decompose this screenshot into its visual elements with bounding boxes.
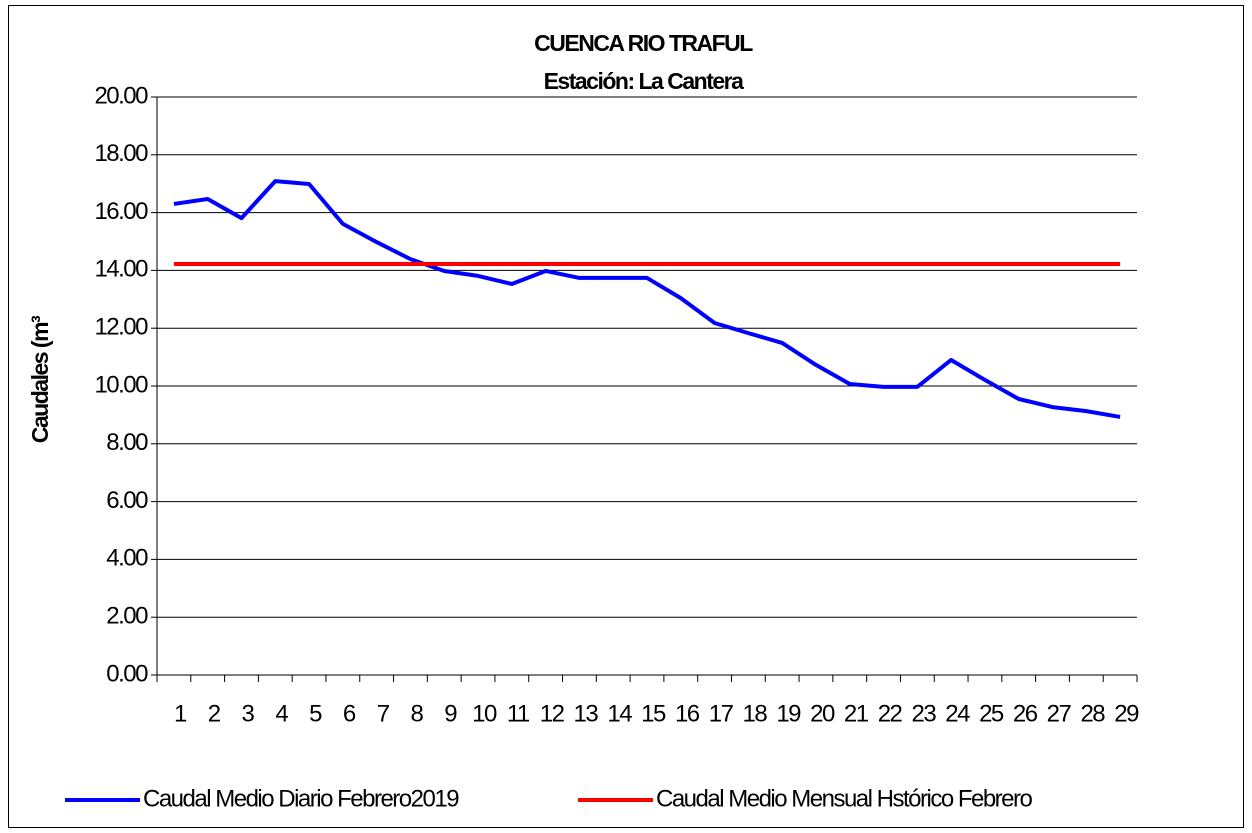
x-tick-label: 13 [574,700,599,727]
y-tick-label: 14.00 [94,256,148,283]
x-tick-label: 27 [1047,700,1072,727]
y-tick-label: 12.00 [94,314,148,341]
x-tick-label: 3 [242,700,255,727]
x-tick-label: 23 [911,700,936,727]
x-tick-label: 20 [810,700,835,727]
x-tick-label: 17 [709,700,734,727]
legend-label: Caudal Medio Mensual Hstórico Febrero [656,785,1033,812]
x-tick-label: 4 [275,700,288,727]
x-tick-label: 16 [675,700,700,727]
x-tick-label: 26 [1013,700,1038,727]
x-tick-label: 19 [776,700,801,727]
chart-title: CUENCA RIO TRAFUL [534,30,753,56]
x-tick-label: 14 [607,700,632,727]
x-tick-label: 10 [472,700,497,727]
y-tick-label: 2.00 [106,603,148,630]
x-tick-label: 24 [945,700,970,727]
y-tick-label: 4.00 [106,545,148,572]
y-tick-label: 16.00 [94,198,148,225]
y-tick-label: 20.00 [94,82,148,109]
y-tick-label: 0.00 [106,660,148,687]
chart-subtitle: Estación: La Cantera [544,68,744,94]
x-tick-label: 25 [979,700,1004,727]
x-tick-label: 28 [1080,700,1105,727]
y-tick-label: 18.00 [94,140,148,167]
x-tick-label: 29 [1114,700,1139,727]
y-tick-label: 8.00 [106,429,148,456]
x-tick-label: 15 [641,700,666,727]
x-tick-label: 6 [343,700,356,727]
y-axis-label: Caudales (m³ [27,315,53,443]
y-tick-label: 10.00 [94,371,148,398]
series-line [173,179,1121,419]
legend-label: Caudal Medio Diario Febrero2019 [143,785,459,812]
x-tick-label: 7 [377,700,390,727]
x-tick-label: 9 [444,700,457,727]
x-tick-label: 5 [309,700,322,727]
x-tick-label: 22 [878,700,903,727]
chart-border [8,5,1244,828]
y-tick-label: 6.00 [106,487,148,514]
x-tick-label: 1 [174,700,187,727]
x-tick-label: 12 [540,700,565,727]
x-tick-label: 8 [411,700,424,727]
x-tick-label: 18 [743,700,768,727]
x-tick-label: 21 [844,700,869,727]
x-tick-label: 11 [507,700,530,727]
x-tick-label: 2 [208,700,221,727]
